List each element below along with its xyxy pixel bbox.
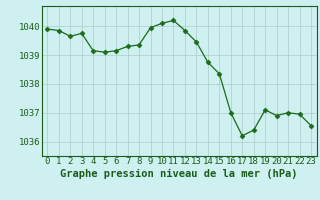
X-axis label: Graphe pression niveau de la mer (hPa): Graphe pression niveau de la mer (hPa)	[60, 169, 298, 179]
